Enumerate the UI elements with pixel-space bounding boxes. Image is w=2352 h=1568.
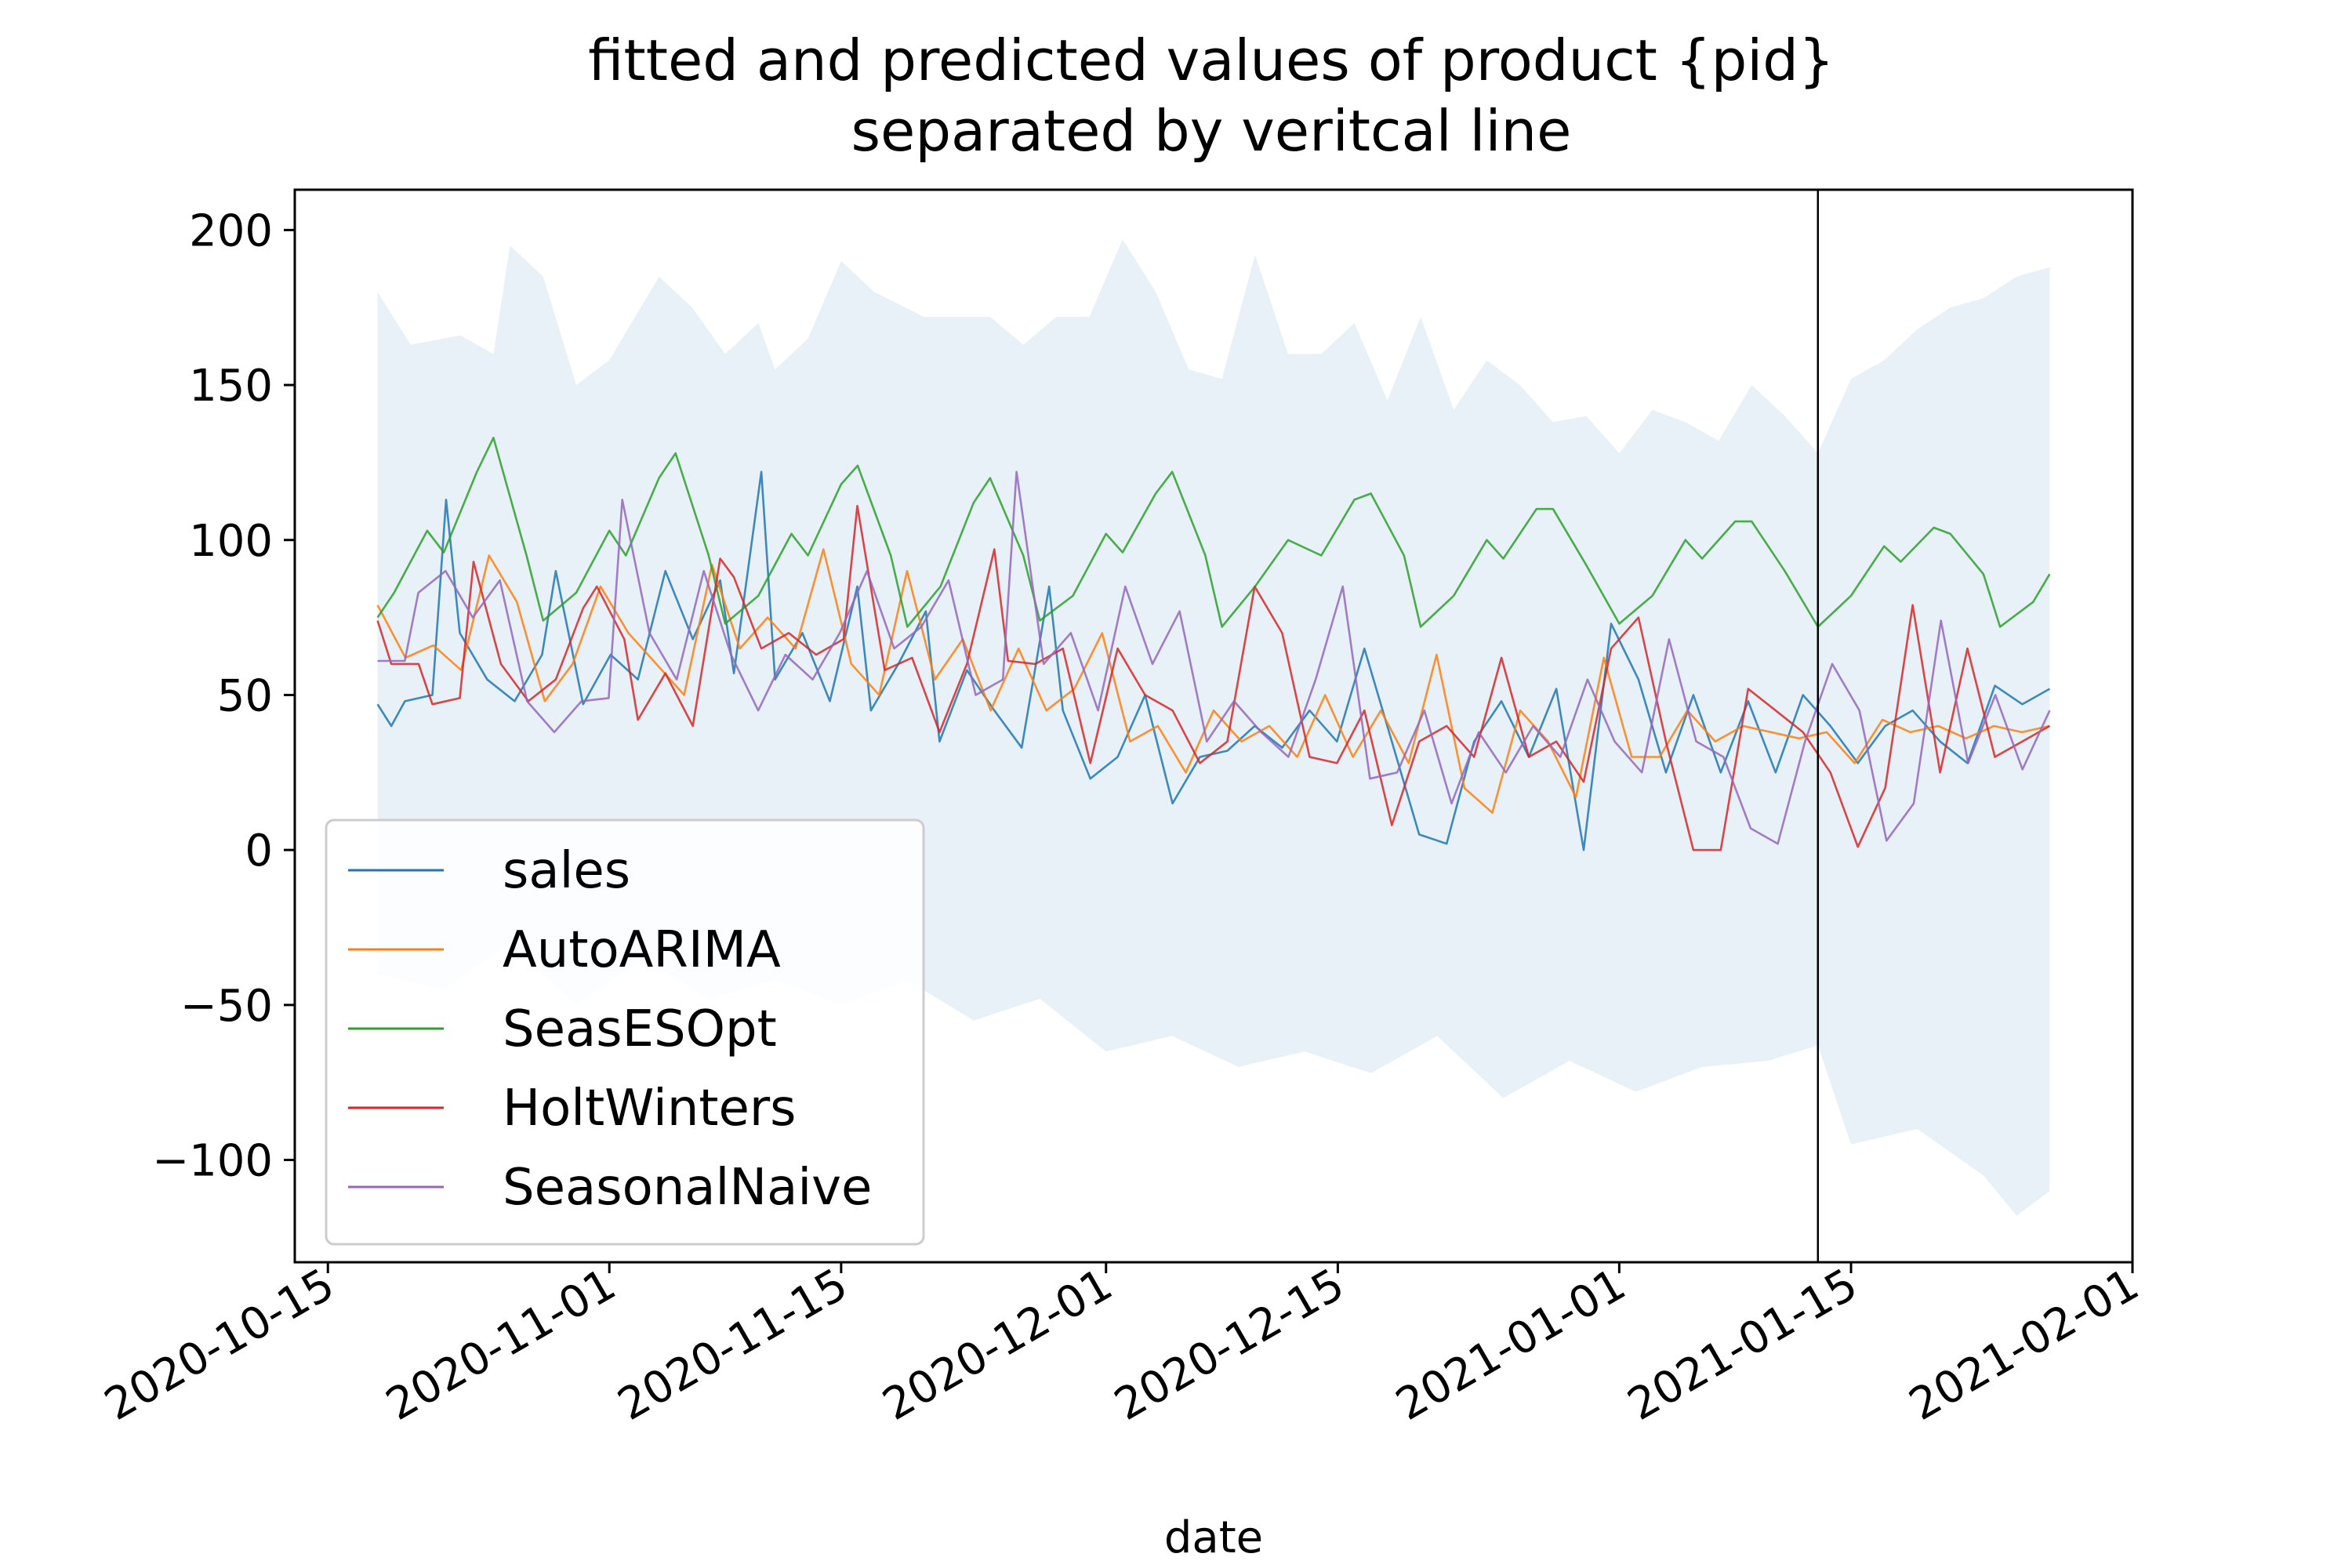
y-tick-label: 100 bbox=[189, 516, 273, 567]
series-line-seasonalnaive bbox=[377, 470, 2051, 845]
y-axis: 200 150 100 50 0 −50 −100 bbox=[152, 205, 295, 1187]
y-tick-label: −100 bbox=[152, 1136, 273, 1187]
chart-subtitle: separated by veritcal line bbox=[851, 98, 1572, 164]
legend-label: SeasonalNaive bbox=[503, 1159, 872, 1217]
plot-frame bbox=[293, 188, 2134, 1264]
legend-label: HoltWinters bbox=[503, 1080, 797, 1138]
series-line-seasesopt bbox=[376, 437, 2051, 628]
y-tick-label: 0 bbox=[245, 826, 273, 877]
legend-label: sales bbox=[503, 842, 630, 900]
series-line-holtwinters bbox=[376, 505, 2051, 851]
legend-label: AutoARIMA bbox=[503, 921, 781, 979]
y-tick-label: 200 bbox=[189, 205, 273, 256]
series-lines bbox=[376, 437, 2051, 851]
y-tick-label: −50 bbox=[180, 981, 273, 1032]
chart-title: fitted and predicted values of product {… bbox=[588, 27, 1835, 93]
series-line-autoarima bbox=[376, 548, 2050, 814]
y-tick-label: 150 bbox=[189, 361, 273, 412]
y-tick-label: 50 bbox=[217, 670, 273, 721]
x-axis-label: date bbox=[1164, 1512, 1263, 1563]
legend: sales AutoARIMA SeasESOpt HoltWinters Season… bbox=[325, 818, 925, 1246]
legend-label: SeasESOpt bbox=[503, 1000, 777, 1058]
legend-frame bbox=[325, 818, 925, 1246]
